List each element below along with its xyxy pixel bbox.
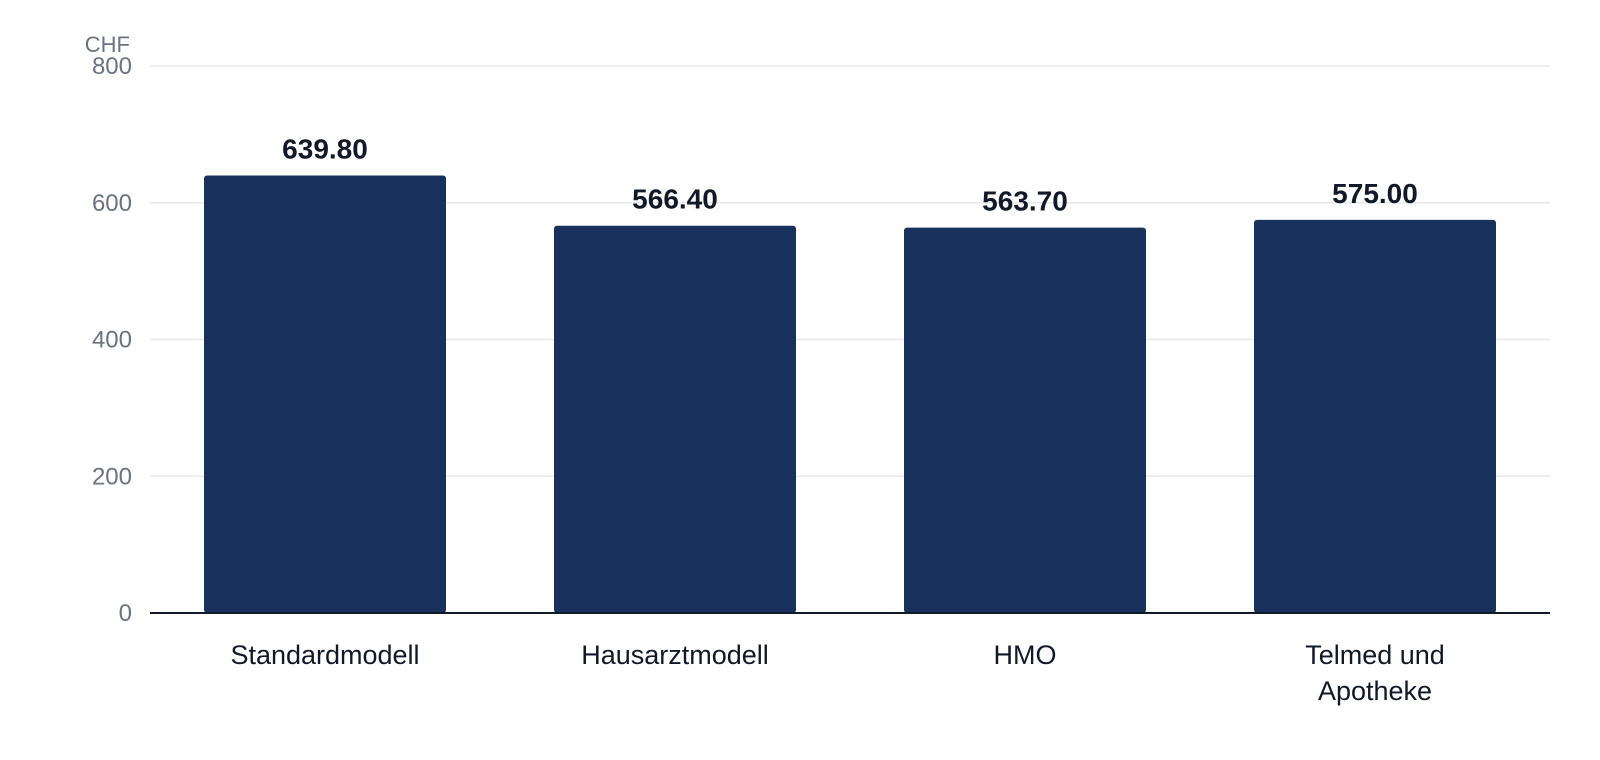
y-tick-label: 600 <box>92 190 132 217</box>
bar <box>904 227 1146 613</box>
x-tick-label: Standardmodell <box>230 640 419 670</box>
bar-value-label: 563.70 <box>982 186 1068 217</box>
bar <box>554 225 796 613</box>
y-axis-ticks: CHF 0 200 400 600 800 <box>85 32 132 627</box>
data-labels: 639.80 566.40 563.70 575.00 <box>282 134 1418 217</box>
x-axis-labels: Standardmodell Hausarztmodell HMO Telmed un… <box>230 640 1444 706</box>
x-tick-label: HMO <box>994 640 1057 670</box>
bar <box>1254 219 1496 613</box>
x-tick-label: Telmed und Apotheke <box>1305 640 1445 706</box>
bar-value-label: 639.80 <box>282 134 368 165</box>
y-tick-label: 800 <box>92 53 132 80</box>
bar-value-label: 566.40 <box>632 184 718 215</box>
x-tick-label-line: Telmed und <box>1305 640 1445 670</box>
bar <box>204 175 446 613</box>
x-tick-label-line: Standardmodell <box>230 640 419 670</box>
y-tick-label: 400 <box>92 327 132 354</box>
x-tick-label: Hausarztmodell <box>581 640 769 670</box>
x-tick-label-line: Apotheke <box>1318 676 1432 706</box>
y-axis-unit-label: CHF <box>85 32 130 57</box>
y-tick-label: 200 <box>92 463 132 490</box>
bars <box>204 175 1496 613</box>
x-tick-label-line: HMO <box>994 640 1057 670</box>
y-tick-label: 0 <box>119 600 132 627</box>
bar-value-label: 575.00 <box>1332 178 1418 209</box>
x-tick-label-line: Hausarztmodell <box>581 640 769 670</box>
